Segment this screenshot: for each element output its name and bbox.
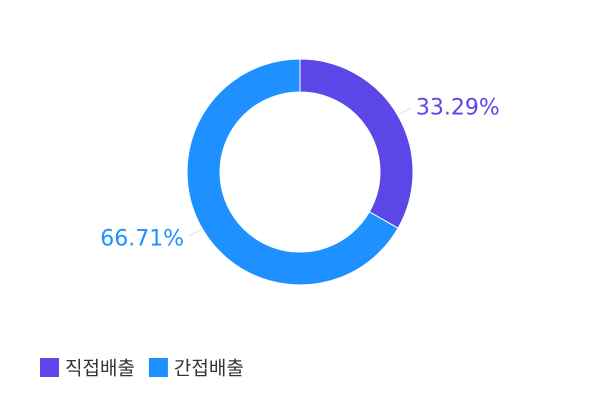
leader-line	[189, 229, 201, 237]
slice	[299, 58, 414, 229]
legend-label: 간접배출	[174, 358, 244, 380]
legend-swatch	[148, 358, 168, 377]
legend-label: 직접배출	[65, 358, 135, 380]
slice	[186, 58, 399, 286]
value-label: 66.71%	[100, 227, 184, 252]
legend-swatch	[40, 358, 59, 377]
value-label: 33.29%	[416, 95, 500, 120]
leader-line	[399, 107, 411, 115]
